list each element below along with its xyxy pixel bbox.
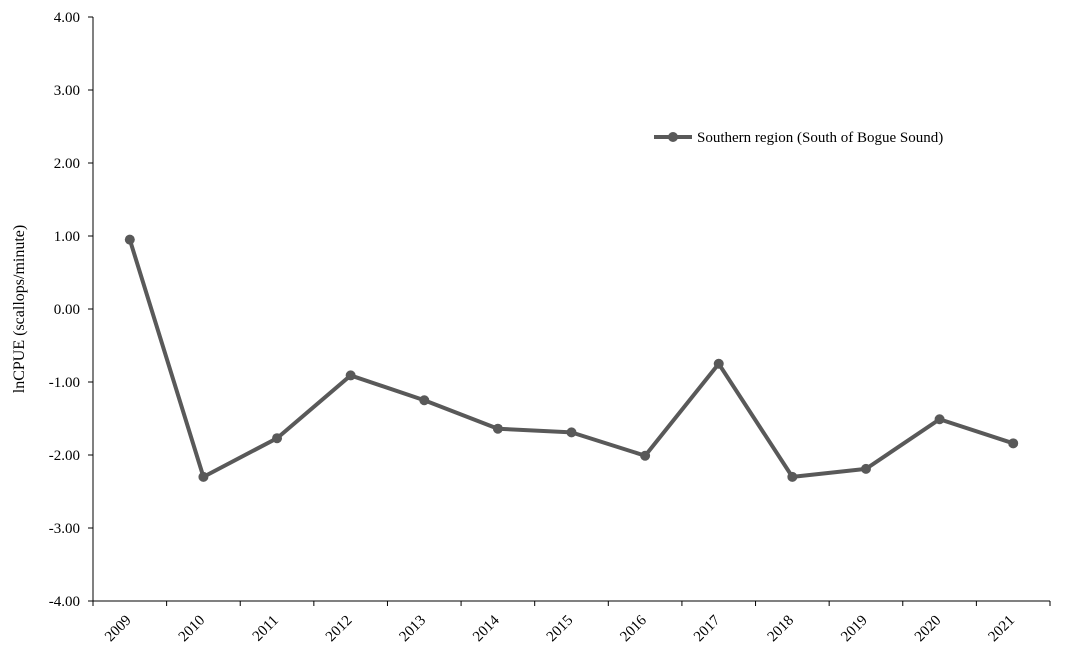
y-tick-label: -4.00	[49, 594, 80, 610]
data-point	[713, 358, 724, 369]
x-tick-label: 2015	[544, 613, 577, 646]
data-point	[640, 450, 651, 461]
series-layer	[124, 234, 1019, 482]
x-tick-label: 2014	[470, 612, 503, 645]
y-tick-label: 1.00	[54, 229, 80, 245]
x-tick-label: 2019	[838, 613, 871, 646]
x-tick-label: 2018	[765, 613, 798, 646]
x-tick-label: 2010	[176, 613, 209, 646]
y-tick-label: 3.00	[54, 83, 80, 99]
y-axis: 4.00 3.00 2.00 1.00 0.00 -1.00 -2.00 -3.00 -4.00	[49, 10, 94, 610]
y-tick-label: -3.00	[49, 521, 80, 537]
data-point	[272, 433, 283, 444]
y-tick-label: -2.00	[49, 448, 80, 464]
x-tick-label: 2017	[691, 612, 724, 645]
data-point	[787, 471, 798, 482]
x-tick-label: 2016	[617, 612, 650, 645]
data-point	[124, 234, 135, 245]
y-tick-label: -1.00	[49, 375, 80, 391]
x-tick-label: 2012	[323, 613, 356, 646]
x-tick-label: 2021	[985, 613, 1018, 646]
y-tick-label: 0.00	[54, 302, 80, 318]
x-tick-label: 2009	[102, 613, 135, 646]
y-axis-title: lnCPUE (scallops/minute)	[11, 225, 28, 393]
data-point	[419, 395, 430, 406]
data-point	[198, 471, 209, 482]
legend-marker-swatch	[668, 132, 678, 142]
data-point	[934, 414, 945, 425]
data-point	[345, 370, 356, 381]
y-tick-label: 4.00	[54, 10, 80, 26]
data-point	[492, 423, 503, 434]
x-tick-label: 2013	[397, 613, 430, 646]
data-point	[860, 463, 871, 474]
x-axis: 2009 2010 2011 2012 2013 2014 2015 2016 2017 2018…	[92, 600, 1051, 646]
legend: Southern region (South of Bogue Sound)	[654, 130, 943, 146]
x-tick-label: 2020	[912, 613, 945, 646]
data-point	[1008, 438, 1019, 449]
series-line	[127, 239, 1014, 479]
y-tick-label: 2.00	[54, 156, 80, 172]
x-tick-label: 2011	[250, 613, 282, 645]
legend-label: Southern region (South of Bogue Sound)	[697, 130, 943, 146]
data-point	[566, 427, 577, 438]
